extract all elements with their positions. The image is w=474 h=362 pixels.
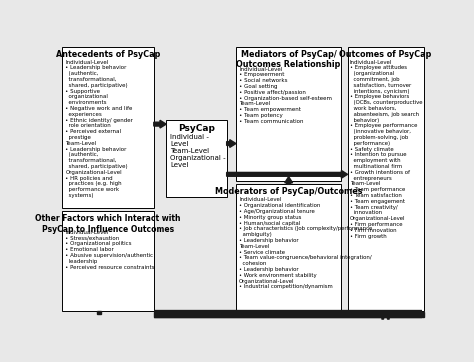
FancyBboxPatch shape xyxy=(63,47,154,208)
FancyArrow shape xyxy=(97,311,101,315)
Text: Individual-Level
• Leadership behavior
  (authentic,
  transformational,
  share: Individual-Level • Leadership behavior (… xyxy=(65,60,133,198)
Text: Individual-Level
• Empowerment
• Social networks
• Goal setting
• Positive affec: Individual-Level • Empowerment • Social … xyxy=(239,67,332,124)
FancyArrow shape xyxy=(285,177,292,184)
FancyArrow shape xyxy=(154,120,166,128)
Text: PsyCap: PsyCap xyxy=(178,123,215,132)
Text: Antecedents of PsyCap: Antecedents of PsyCap xyxy=(56,50,160,59)
FancyBboxPatch shape xyxy=(236,184,341,311)
Text: Outcomes of PsyCap: Outcomes of PsyCap xyxy=(339,50,432,59)
Text: Individual-Level
• Employee attitudes
  (organizational
  commitment, job
  sati: Individual-Level • Employee attitudes (o… xyxy=(350,60,422,239)
FancyArrow shape xyxy=(227,171,347,178)
Text: Other Factors which Interact with
PsyCap to Influence Outcomes: Other Factors which Interact with PsyCap… xyxy=(36,214,181,234)
FancyBboxPatch shape xyxy=(347,47,423,311)
FancyBboxPatch shape xyxy=(166,121,227,197)
FancyBboxPatch shape xyxy=(236,47,341,181)
Text: Individual-Level
• Stress/exhaustion
• Organizational politics
• Emotional labor: Individual-Level • Stress/exhaustion • O… xyxy=(65,230,155,270)
FancyBboxPatch shape xyxy=(63,211,154,311)
Text: Individual-Level
• Organizational identification
• Age/Organizational tenure
• M: Individual-Level • Organizational identi… xyxy=(239,197,372,290)
Text: Mediators of PsyCap/
Outcomes Relationship: Mediators of PsyCap/ Outcomes Relationsh… xyxy=(237,50,341,69)
Text: Individual -
Level
Team-Level
Organizational -
Level: Individual - Level Team-Level Organizati… xyxy=(170,134,226,168)
FancyArrow shape xyxy=(154,312,423,317)
Text: Moderators of PsyCap/Outcomes: Moderators of PsyCap/Outcomes xyxy=(215,188,363,197)
FancyArrow shape xyxy=(382,313,390,319)
FancyArrow shape xyxy=(227,140,236,147)
